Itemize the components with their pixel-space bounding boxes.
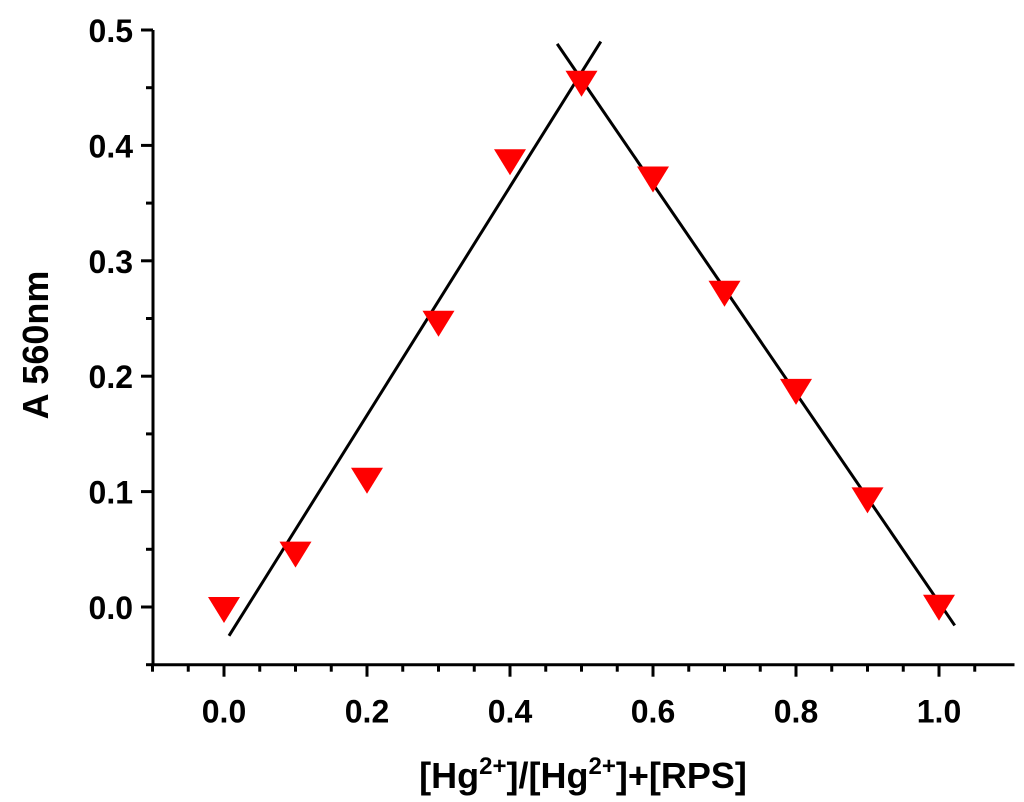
data-points bbox=[208, 70, 955, 623]
x-tick-label: 0.6 bbox=[631, 694, 675, 730]
x-axis-label: [Hg2+]/[Hg2+]+[RPS] bbox=[419, 753, 747, 796]
fit-line bbox=[555, 43, 956, 627]
data-point bbox=[208, 597, 240, 623]
data-point bbox=[279, 541, 312, 568]
x-tick-label: 0.4 bbox=[488, 694, 533, 730]
data-point bbox=[494, 149, 526, 176]
data-point bbox=[780, 378, 812, 405]
axes: 0.0 0.1 0.2 0.3 0.4 0.5 0.0 0.2 0.4 0.6 0.8 1.0 bbox=[89, 13, 1015, 730]
fit-lines bbox=[227, 40, 956, 637]
data-point bbox=[351, 467, 383, 494]
data-point bbox=[851, 487, 884, 514]
y-tick-label: 0.0 bbox=[89, 590, 133, 626]
data-point bbox=[923, 594, 955, 621]
data-point bbox=[422, 310, 455, 337]
y-tick-label: 0.2 bbox=[89, 359, 133, 395]
y-tick-label: 0.1 bbox=[89, 475, 133, 511]
y-tick-label: 0.5 bbox=[89, 13, 133, 49]
y-axis-label: A 560nm bbox=[15, 271, 56, 420]
fit-line bbox=[227, 40, 603, 637]
data-point bbox=[637, 166, 669, 193]
x-tick-label: 0.0 bbox=[202, 694, 246, 730]
x-tick-label: 1.0 bbox=[917, 694, 961, 730]
y-tick-label: 0.3 bbox=[89, 244, 133, 280]
data-point bbox=[708, 280, 741, 307]
x-tick-label: 0.8 bbox=[774, 694, 818, 730]
y-tick-label: 0.4 bbox=[89, 128, 134, 164]
data-point bbox=[565, 70, 598, 97]
x-tick-label: 0.2 bbox=[345, 694, 389, 730]
